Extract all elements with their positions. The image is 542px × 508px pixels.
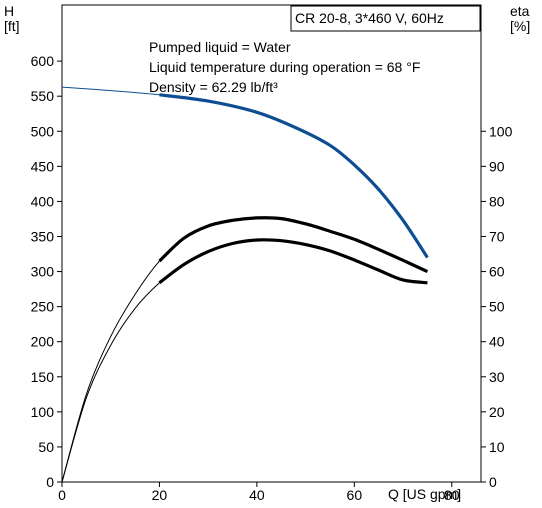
annotation-temperature: Liquid temperature during operation = 68…	[149, 59, 420, 75]
y-right-axis-unit: [%]	[510, 18, 530, 34]
x-axis-title: Q [US gpm]	[388, 486, 461, 502]
annotation-density: Density = 62.29 lb/ft³	[149, 79, 278, 95]
y-left-tick-label: 500	[31, 123, 55, 139]
series-2-operating-range	[158, 238, 428, 285]
y-left-tick-label: 300	[31, 264, 55, 280]
y-right-tick-label: 40	[489, 334, 505, 350]
y-right-tick-label: 0	[489, 474, 497, 490]
y-right-tick-label: 100	[489, 123, 513, 139]
y-left-tick-label: 350	[31, 228, 55, 244]
plot-frame	[61, 4, 482, 483]
x-tick-label: 60	[347, 487, 363, 503]
y-left-tick-label: 600	[31, 53, 55, 69]
y-right-tick-label: 50	[489, 299, 505, 315]
y-right-axis-title: eta	[510, 3, 530, 19]
series-0-operating-range	[159, 93, 429, 259]
series-2-curve	[61, 239, 428, 483]
y-left-tick-label: 0	[46, 474, 54, 490]
y-right-tick-label: 70	[489, 228, 505, 244]
x-tick-label: 0	[58, 487, 66, 503]
y-right-tick-label: 60	[489, 264, 505, 280]
y-left-axis-title: H	[4, 3, 14, 19]
series-0-curve	[61, 86, 428, 258]
x-tick-label: 20	[152, 487, 168, 503]
y-right-tick-label: 90	[489, 158, 505, 174]
y-right-tick-label: 30	[489, 369, 505, 385]
y-left-tick-label: 150	[31, 369, 55, 385]
y-left-tick-label: 200	[31, 334, 55, 350]
chart-title: CR 20-8, 3*460 V, 60Hz	[295, 10, 444, 26]
title-box	[290, 5, 481, 32]
y-right-tick-label: 80	[489, 193, 505, 209]
x-tick-label: 80	[444, 487, 460, 503]
x-tick-label: 40	[249, 487, 265, 503]
y-left-tick-label: 550	[31, 88, 55, 104]
y-left-tick-label: 100	[31, 404, 55, 420]
y-right-tick-label: 20	[489, 404, 505, 420]
annotation-liquid: Pumped liquid = Water	[149, 39, 291, 55]
y-left-tick-label: 50	[38, 439, 54, 455]
y-right-axis-ticks: 0 10 20 30 40 50 60 70 80 90 100	[481, 123, 513, 490]
series-layer	[61, 86, 429, 483]
y-left-tick-label: 450	[31, 158, 55, 174]
y-left-axis-ticks: 0 50 100 150 200 250 300 350 400 450 500 550 600	[31, 53, 62, 490]
y-right-tick-label: 10	[489, 439, 505, 455]
y-left-axis-unit: [ft]	[4, 18, 20, 34]
x-axis-ticks: 0 20 40 60 80	[58, 482, 460, 503]
series-1-curve	[61, 217, 428, 483]
y-left-tick-label: 400	[31, 193, 55, 209]
series-1-operating-range	[158, 216, 429, 274]
y-left-tick-label: 250	[31, 299, 55, 315]
